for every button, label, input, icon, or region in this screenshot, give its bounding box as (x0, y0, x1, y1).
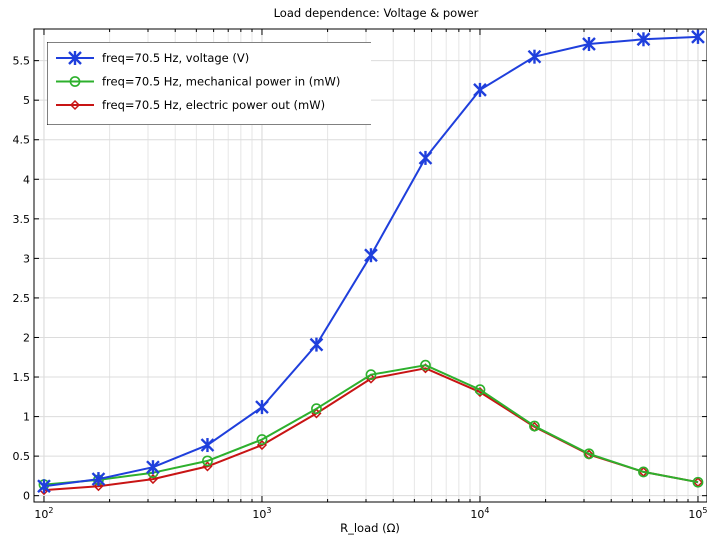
legend-label: freq=70.5 Hz, voltage (V) (102, 51, 249, 65)
legend-item: freq=70.5 Hz, voltage (V) (56, 51, 249, 65)
legend-item: freq=70.5 Hz, mechanical power in (mW) (56, 75, 340, 89)
data-point-asterisk (309, 337, 324, 352)
x-tick-label: 102 (34, 506, 53, 521)
data-point-circle (256, 434, 268, 445)
y-tick-label: 2.5 (13, 292, 31, 305)
data-point-circle (529, 420, 540, 432)
data-point-circle (69, 76, 81, 87)
y-tick-label: 1 (23, 411, 30, 424)
data-point-asterisk (200, 438, 215, 453)
data-point-asterisk (582, 37, 596, 52)
y-tick-label: 1.5 (13, 371, 31, 384)
data-point-asterisk (255, 400, 269, 415)
legend-label: freq=70.5 Hz, mechanical power in (mW) (102, 75, 340, 89)
chart-title: Load dependence: Voltage & power (274, 6, 479, 20)
y-tick-label: 0 (23, 490, 30, 503)
x-tick-label: 104 (470, 506, 489, 521)
data-point-asterisk (418, 150, 433, 165)
data-point-asterisk (68, 51, 82, 65)
y-tick-label: 4.5 (13, 134, 31, 147)
y-tick-label: 5 (23, 94, 30, 107)
y-tick-label: 5.5 (13, 55, 31, 68)
x-axis: 102 103 104 105 (33, 29, 707, 521)
data-point-circle (202, 455, 213, 467)
data-point-circle (692, 476, 704, 488)
data-point-asterisk (91, 472, 106, 487)
legend-box (47, 42, 371, 125)
y-tick-label: 0.5 (13, 450, 31, 463)
x-axis-label: R_load (Ω) (340, 521, 400, 535)
data-point-asterisk (527, 49, 542, 64)
data-point-diamond (147, 474, 159, 485)
y-tick-label: 4 (23, 173, 30, 186)
legend: freq=70.5 Hz, voltage (V) freq=70.5 Hz, m… (47, 42, 371, 125)
data-point-circle (311, 403, 322, 415)
data-point-diamond (69, 99, 81, 111)
data-point-asterisk (691, 29, 705, 44)
data-point-circle (420, 359, 431, 371)
data-point-asterisk (364, 248, 378, 263)
series-line (43, 367, 699, 492)
y-tick-label: 3 (23, 252, 30, 265)
data-point-asterisk (636, 32, 651, 47)
y-tick-label: 3.5 (13, 213, 31, 226)
x-tick-label: 105 (688, 506, 707, 521)
data-point-circle (638, 466, 649, 478)
data-point-circle (583, 448, 595, 460)
data-point-asterisk (37, 479, 51, 494)
data-point-asterisk (473, 82, 487, 97)
x-tick-label: 103 (252, 506, 271, 521)
series-0 (37, 29, 705, 494)
y-tick-label: 2 (23, 331, 30, 344)
plot-frame (33, 28, 707, 503)
data-point-circle (474, 384, 486, 396)
data-point-asterisk (146, 460, 160, 475)
legend-label: freq=70.5 Hz, electric power out (mW) (102, 98, 325, 112)
legend-item: freq=70.5 Hz, electric power out (mW) (56, 98, 325, 112)
series-layer (37, 29, 705, 496)
data-point-circle (365, 369, 377, 381)
y-axis: 0 0.5 1 1.5 2 2.5 3 3.5 4 4.5 5 5.5 (13, 55, 707, 503)
data-point-diamond (93, 481, 104, 492)
